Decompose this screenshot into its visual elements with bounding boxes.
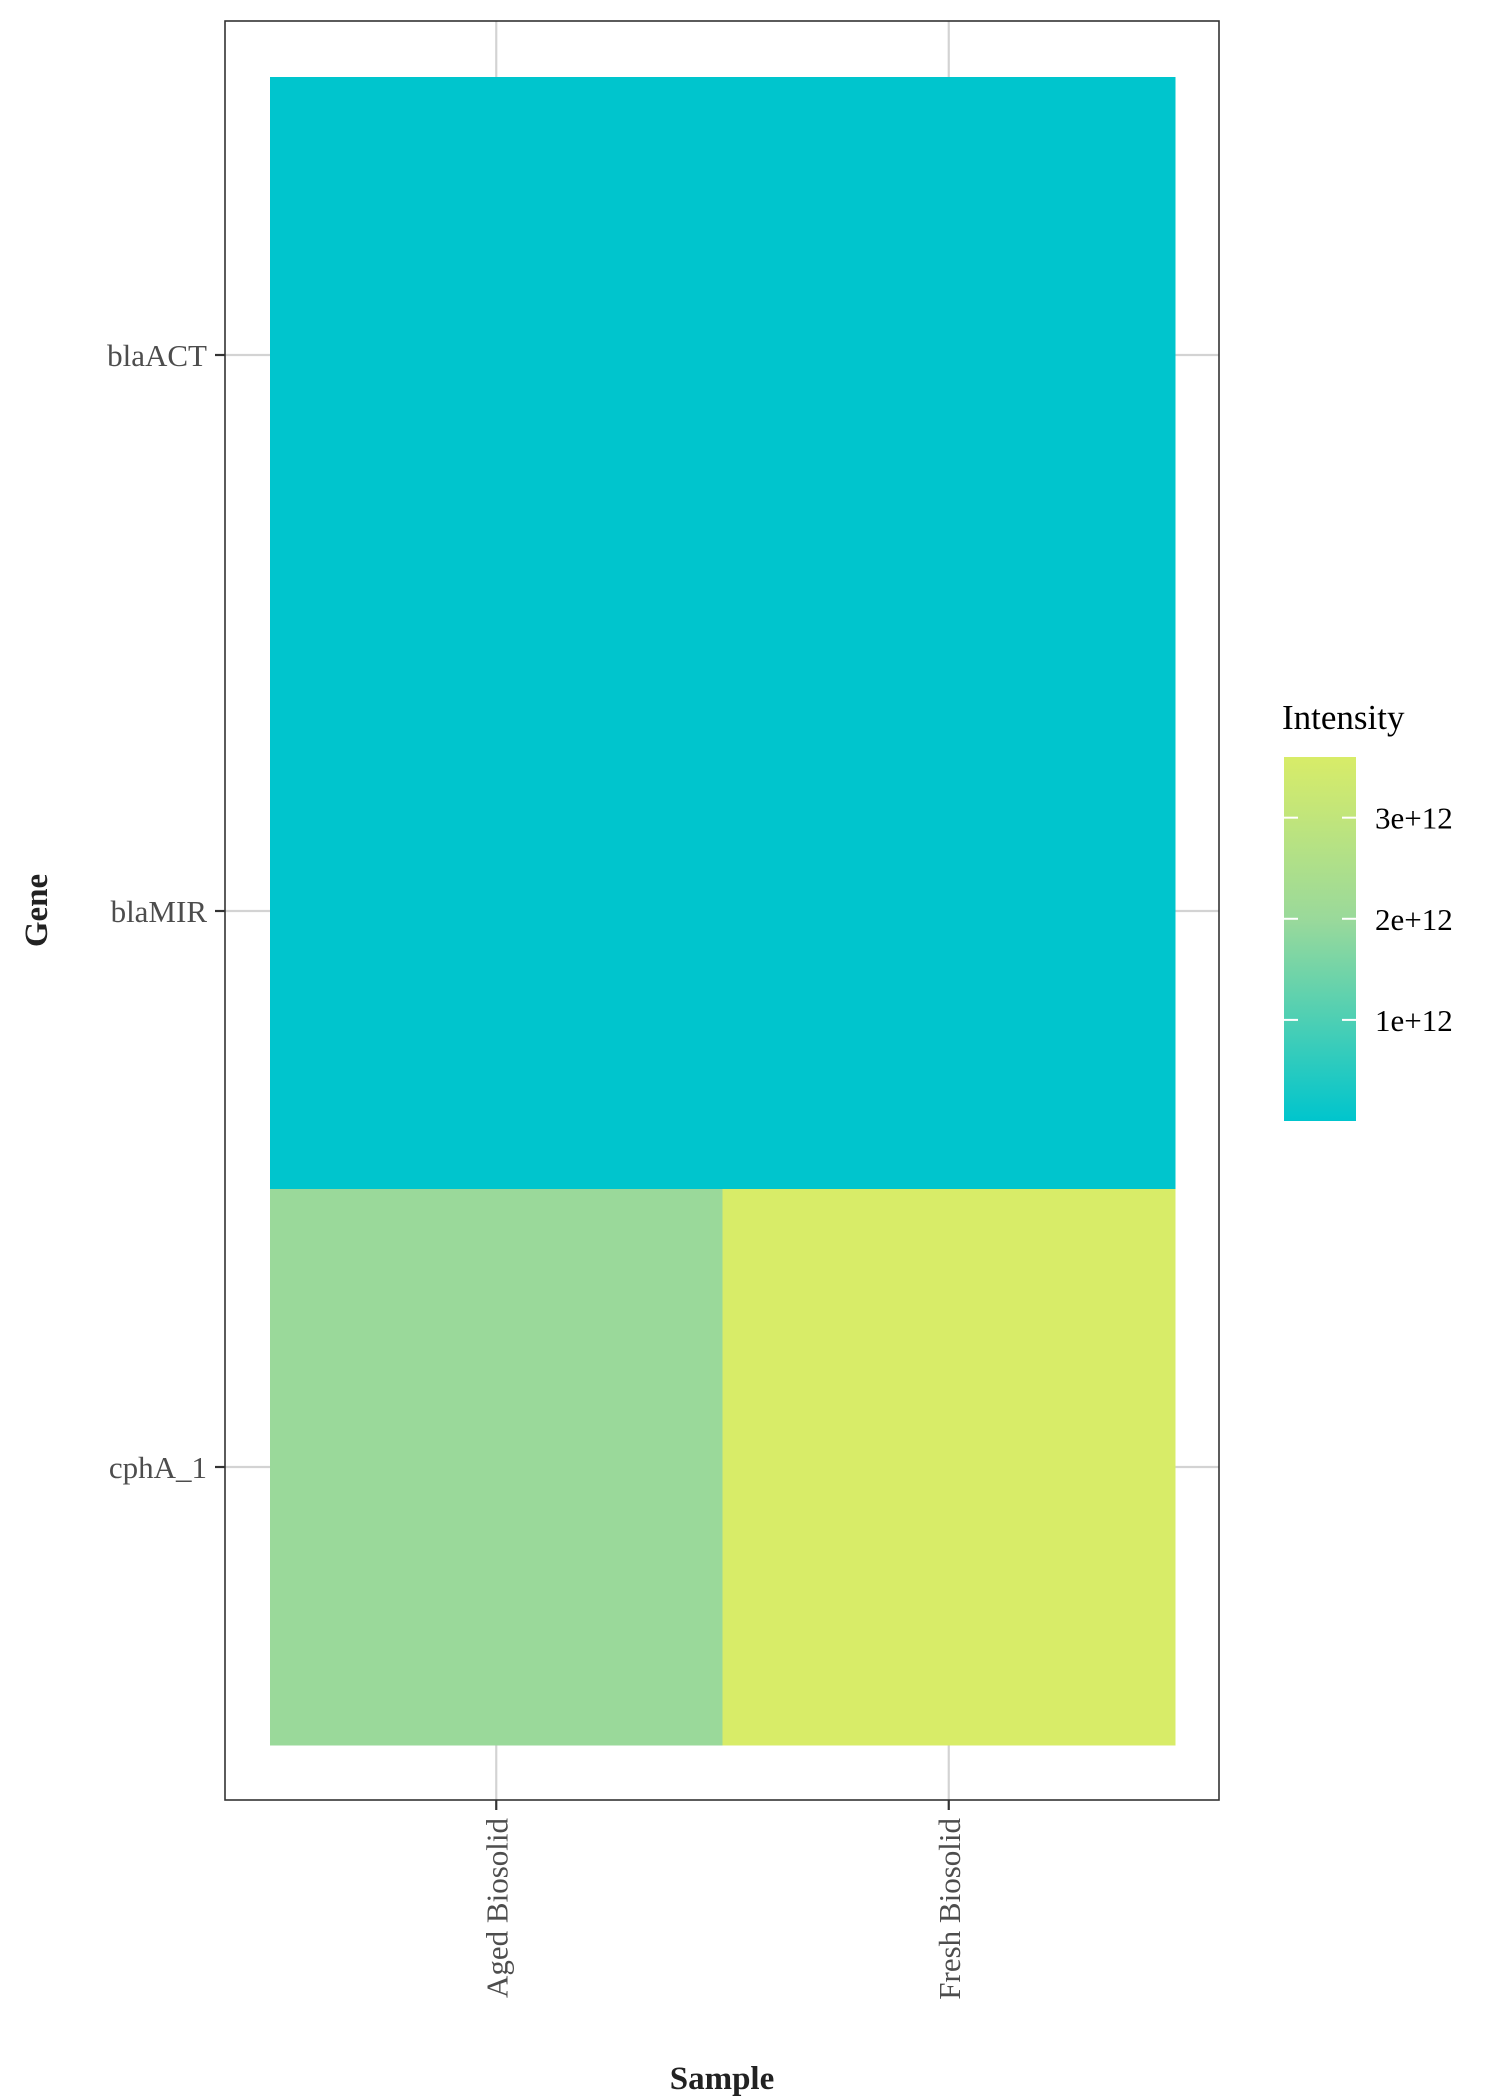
legend-tick-label: 2e+12 [1375,902,1453,937]
x-axis: Aged Biosolid Fresh Biosolid [479,1800,967,2000]
y-axis: blaACT blaMIR cphA_1 [107,338,225,1485]
legend-title: Intensity [1282,698,1405,737]
y-tick-label: blaACT [107,338,207,373]
colorbar-legend: Intensity 1e+12 2e+12 3e+12 [1282,698,1453,1121]
y-axis-title: Gene [19,874,55,947]
heatmap-cell [722,1189,1176,1746]
legend-tick-label: 1e+12 [1375,1003,1453,1038]
y-tick-label: cphA_1 [109,1450,207,1485]
legend-ticks: 1e+12 2e+12 3e+12 [1284,801,1453,1038]
x-tick-label: Aged Biosolid [479,1818,514,1998]
heatmap-cells [270,77,1176,1746]
x-tick-label: Fresh Biosolid [932,1818,967,2000]
heatmap-cell [722,77,1176,634]
heatmap-cell [270,633,723,1190]
x-axis-title: Sample [670,2061,775,2097]
heatmap-cell [722,633,1176,1190]
y-tick-label: blaMIR [111,894,208,929]
legend-colorbar [1284,757,1356,1121]
heatmap-cell [270,1189,723,1746]
heatmap-cell [270,77,723,634]
legend-tick-label: 3e+12 [1375,801,1453,836]
